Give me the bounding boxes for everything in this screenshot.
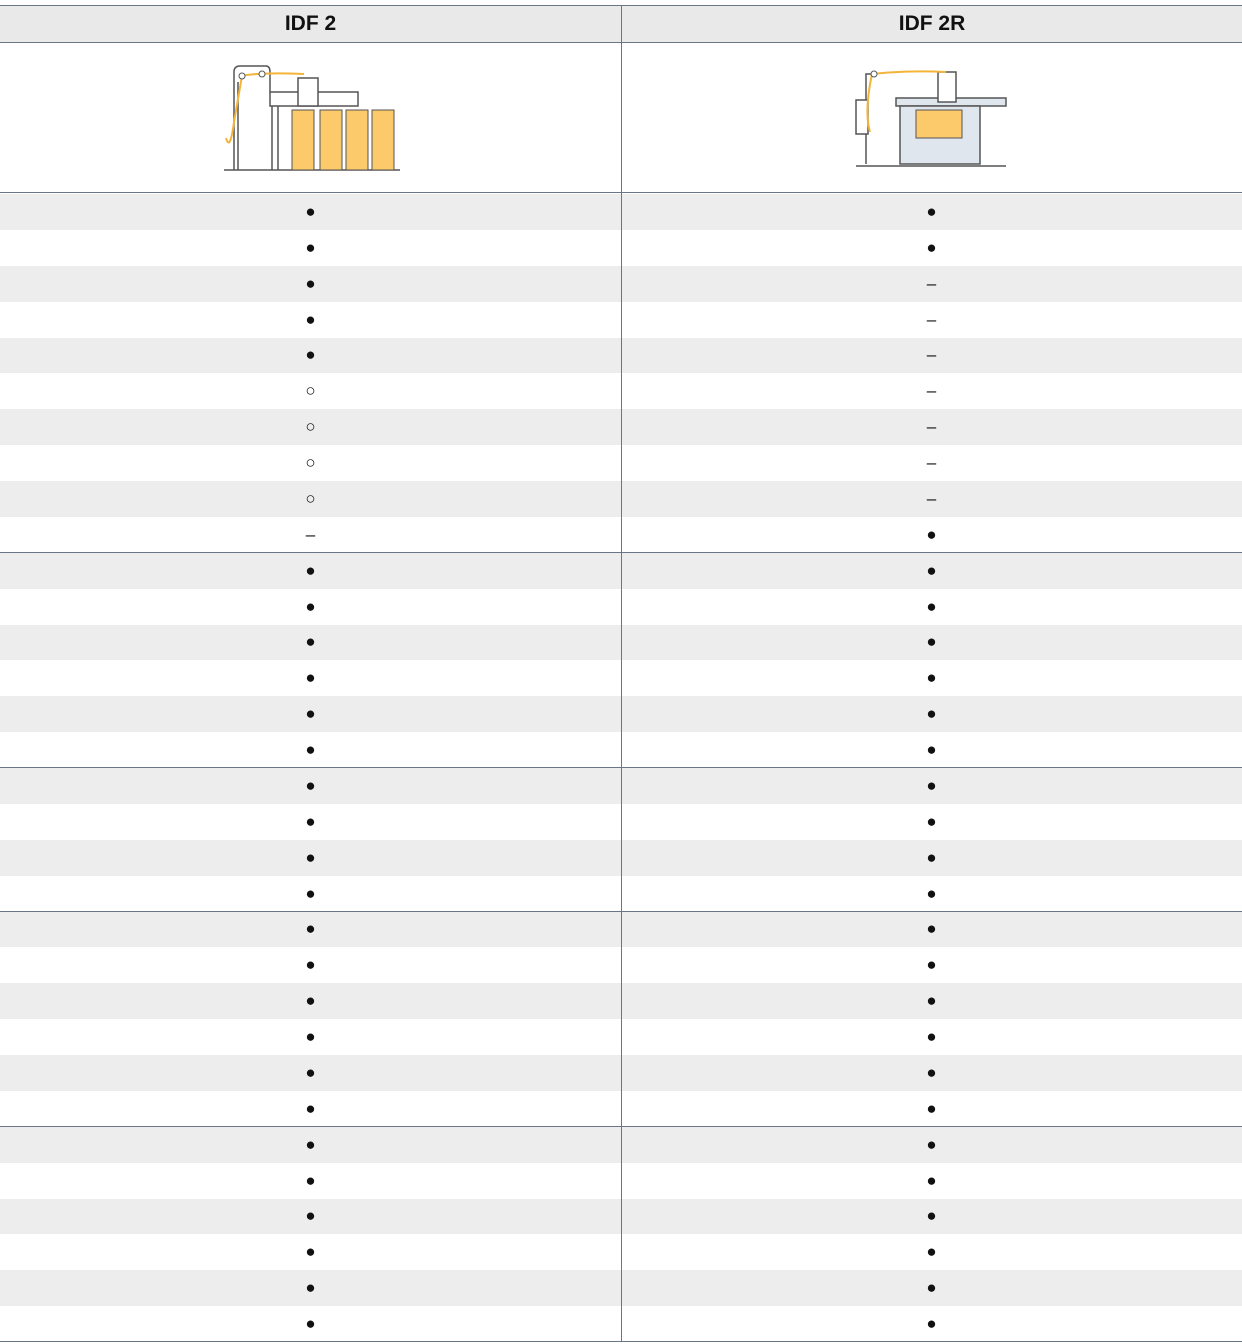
table-cell: ● bbox=[305, 273, 316, 293]
table-cell: ● bbox=[926, 668, 937, 688]
table-row: ● ● bbox=[0, 1234, 1242, 1270]
table-cell: ○ bbox=[305, 381, 316, 401]
table-cell: ● bbox=[305, 883, 316, 903]
table-cell: ○ bbox=[305, 417, 316, 437]
table-cell: ● bbox=[926, 1027, 937, 1047]
table-cell: ● bbox=[926, 632, 937, 652]
table-row: ○ – bbox=[0, 373, 1242, 409]
table-cell: ● bbox=[926, 1098, 937, 1118]
table-cell: ● bbox=[305, 1242, 316, 1262]
table-cell: ● bbox=[305, 1314, 316, 1334]
table-row: ● ● bbox=[0, 1091, 1242, 1127]
table-cell: ● bbox=[926, 704, 937, 724]
column-divider bbox=[621, 6, 622, 1342]
table-cell: ● bbox=[305, 775, 316, 795]
table-cell: ● bbox=[926, 991, 937, 1011]
table-cell: ● bbox=[926, 524, 937, 544]
table-cell: ● bbox=[305, 1027, 316, 1047]
table-cell: ● bbox=[926, 775, 937, 795]
table-cell: – bbox=[305, 524, 316, 544]
table-row: ● ● bbox=[0, 947, 1242, 983]
table-cell: ● bbox=[305, 955, 316, 975]
table-row: – ● bbox=[0, 517, 1242, 553]
table-cell: ● bbox=[926, 883, 937, 903]
table-cell: – bbox=[926, 273, 937, 293]
table-cell: ● bbox=[926, 1242, 937, 1262]
table-cell: – bbox=[926, 453, 937, 473]
machine-illustration bbox=[224, 65, 400, 171]
table-cell: ● bbox=[305, 847, 316, 867]
table-cell: ● bbox=[305, 237, 316, 257]
table-cell: ● bbox=[305, 632, 316, 652]
table-cell: ● bbox=[305, 740, 316, 760]
table-cell: – bbox=[926, 417, 937, 437]
table-cell: ● bbox=[305, 811, 316, 831]
table-cell: ● bbox=[926, 596, 937, 616]
table-cell: ● bbox=[305, 309, 316, 329]
table-cell: – bbox=[926, 309, 937, 329]
machine-illustration bbox=[855, 70, 1007, 167]
table-cell: ● bbox=[926, 847, 937, 867]
table-cell: ● bbox=[926, 560, 937, 580]
table-row: ● ● bbox=[0, 876, 1242, 912]
table-cell: ● bbox=[305, 201, 316, 221]
column-header: IDF 2R bbox=[622, 6, 1242, 42]
table-cell: ● bbox=[305, 345, 316, 365]
table-row: ● ● bbox=[0, 1019, 1242, 1055]
table-cell: ● bbox=[305, 1206, 316, 1226]
table-cell: ● bbox=[305, 1278, 316, 1298]
table-row: ● ● bbox=[0, 804, 1242, 840]
table-cell: ● bbox=[926, 811, 937, 831]
table-cell: ● bbox=[305, 596, 316, 616]
table-cell: ● bbox=[305, 1170, 316, 1190]
table-cell: ● bbox=[926, 1206, 937, 1226]
table-cell: ● bbox=[926, 1314, 937, 1334]
table-row: ○ – bbox=[0, 445, 1242, 481]
table-cell: ● bbox=[926, 201, 937, 221]
table-cell: ● bbox=[305, 704, 316, 724]
table-cell: ● bbox=[926, 740, 937, 760]
table-cell: ● bbox=[305, 560, 316, 580]
table-cell: ● bbox=[305, 1062, 316, 1082]
table-row: ● ● bbox=[0, 660, 1242, 696]
table-cell: ● bbox=[926, 1278, 937, 1298]
top-border bbox=[0, 5, 1242, 6]
table-cell: – bbox=[926, 488, 937, 508]
table-row: ● ● bbox=[0, 589, 1242, 625]
table-cell: ○ bbox=[305, 453, 316, 473]
table-cell: – bbox=[926, 381, 937, 401]
table-cell: ● bbox=[305, 919, 316, 939]
table-cell: ● bbox=[926, 919, 937, 939]
table-row: ● ● bbox=[0, 230, 1242, 266]
table-row: ● – bbox=[0, 302, 1242, 338]
table-row: ● ● bbox=[0, 1163, 1242, 1199]
table-cell: ○ bbox=[305, 488, 316, 508]
table-cell: ● bbox=[926, 1170, 937, 1190]
table-row: ● ● bbox=[0, 732, 1242, 768]
table-cell: ● bbox=[926, 955, 937, 975]
table-cell: ● bbox=[926, 237, 937, 257]
table-row: ● ● bbox=[0, 1306, 1242, 1342]
table-cell: ● bbox=[926, 1134, 937, 1154]
table-cell: ● bbox=[926, 1062, 937, 1082]
column-header: IDF 2 bbox=[0, 6, 621, 42]
table-cell: – bbox=[926, 345, 937, 365]
table-cell: ● bbox=[305, 668, 316, 688]
table-cell: ● bbox=[305, 1134, 316, 1154]
table-cell: ● bbox=[305, 1098, 316, 1118]
table-cell: ● bbox=[305, 991, 316, 1011]
